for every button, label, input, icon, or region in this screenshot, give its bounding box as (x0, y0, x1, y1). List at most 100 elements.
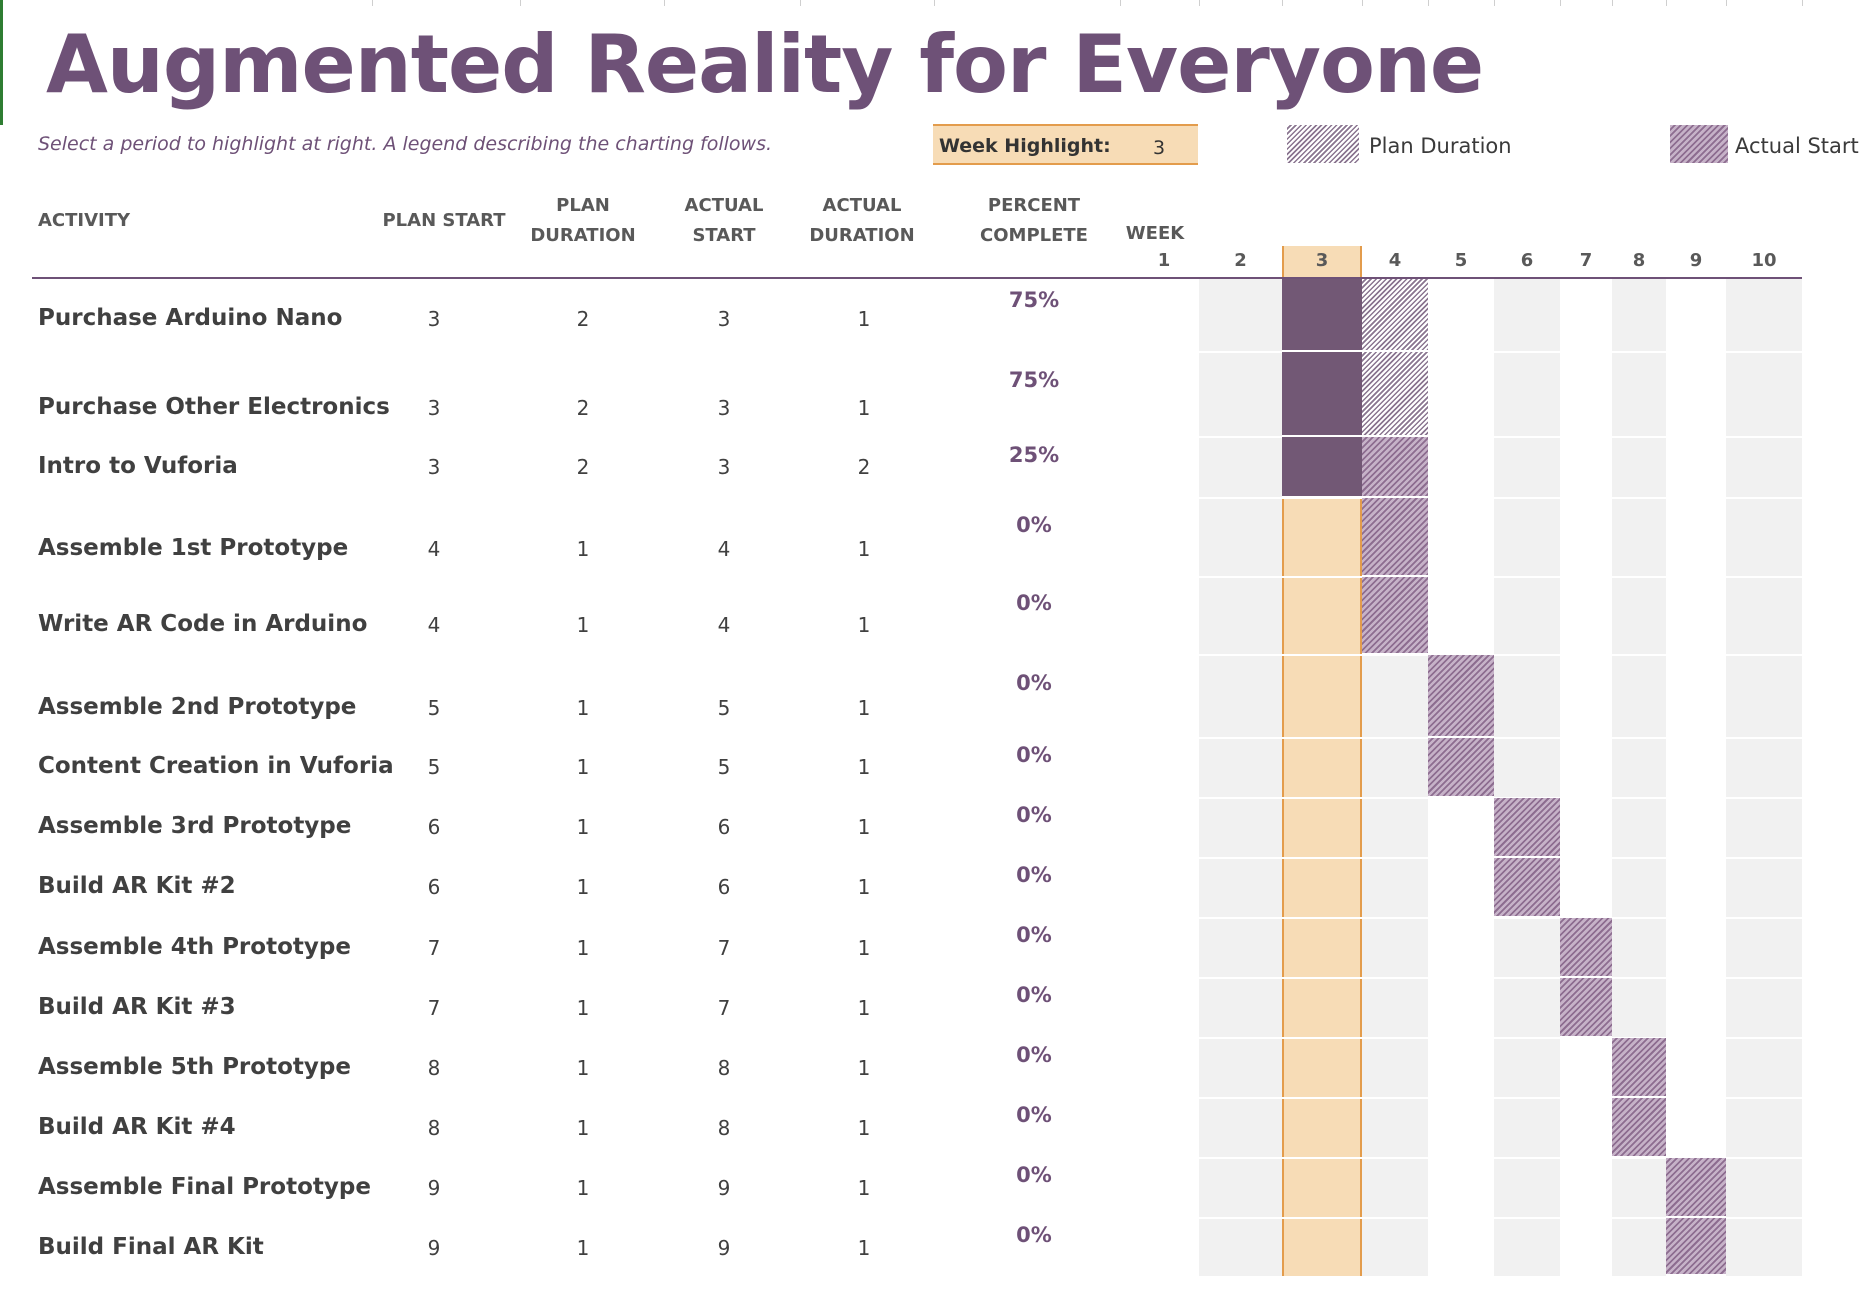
plan-duration-cell: 2 (576, 307, 590, 331)
header-actual-start-line2: START (692, 225, 756, 246)
header-percent-line1: PERCENT (987, 195, 1081, 216)
percent-complete-cell: 0% (1016, 923, 1052, 947)
selection-edge (0, 0, 3, 125)
week-column-7 (1560, 279, 1612, 1276)
percent-complete-cell: 0% (1016, 983, 1052, 1007)
plan-duration-bar (1362, 279, 1428, 352)
week-highlight-input[interactable]: 3 (1153, 137, 1166, 159)
actual-start-cell: 8 (717, 1116, 731, 1140)
task-name: Assemble 5th Prototype (38, 1054, 351, 1080)
actual-duration-bar (1428, 655, 1494, 738)
percent-complete-cell: 0% (1016, 1103, 1052, 1127)
actual-duration-bar (1362, 437, 1428, 498)
actual-duration-bar (1362, 577, 1428, 655)
actual-duration-cell: 1 (857, 396, 871, 420)
week-number-8: 8 (1632, 250, 1646, 271)
gantt-row-divider (1199, 1217, 1802, 1219)
actual-duration-cell: 1 (857, 307, 871, 331)
percent-complete-cell: 75% (1008, 368, 1060, 392)
plan-duration-cell: 1 (576, 1236, 590, 1260)
plan-start-cell: 9 (427, 1176, 441, 1200)
gantt-row-divider (1199, 1037, 1802, 1039)
header-actual-duration-line1: ACTUAL (822, 195, 902, 216)
task-name: Assemble 1st Prototype (38, 535, 349, 561)
actual-duration-bar (1560, 978, 1612, 1038)
actual-start-cell: 4 (717, 537, 731, 561)
header-plan-duration-line2: DURATION (530, 225, 636, 246)
actual-duration-cell: 1 (857, 936, 871, 960)
gantt-row-divider (1199, 737, 1802, 739)
actual-start-cell: 7 (717, 996, 731, 1020)
week-number-7: 7 (1579, 250, 1593, 271)
page-title: Augmented Reality for Everyone (46, 18, 1484, 111)
percent-complete-cell: 0% (1016, 743, 1052, 767)
task-name: Purchase Arduino Nano (38, 305, 343, 331)
week-column-10 (1726, 279, 1802, 1276)
actual-duration-bar (1494, 858, 1560, 918)
plan-start-cell: 6 (427, 875, 441, 899)
week-number-4: 4 (1388, 250, 1402, 271)
header-plan-duration: PLAN DURATION (518, 191, 648, 251)
header-actual-start-line1: ACTUAL (684, 195, 764, 216)
week-highlight-field[interactable]: Week Highlight: 3 (933, 124, 1198, 165)
week-number-10: 10 (1751, 250, 1777, 271)
actual-start-cell: 8 (717, 1056, 731, 1080)
plan-duration-bar (1362, 352, 1428, 437)
actual-duration-cell: 2 (857, 455, 871, 479)
plan-duration-cell: 1 (576, 613, 590, 637)
task-name: Content Creation in Vuforia (38, 753, 394, 779)
actual-duration-bar (1612, 1038, 1666, 1098)
gantt-row-divider (1199, 576, 1802, 578)
header-activity: ACTIVITY (38, 210, 131, 231)
week-column-9 (1666, 279, 1726, 1276)
plan-start-cell: 5 (427, 696, 441, 720)
header-plan-start: PLAN START (382, 210, 506, 231)
completed-progress-bar (1282, 437, 1362, 498)
plan-duration-swatch (1287, 125, 1359, 163)
actual-duration-cell: 1 (857, 537, 871, 561)
plan-start-cell: 3 (427, 307, 441, 331)
plan-duration-legend-label: Plan Duration (1369, 134, 1512, 158)
actual-duration-bar (1362, 498, 1428, 577)
actual-duration-cell: 1 (857, 755, 871, 779)
header-divider (32, 277, 1802, 279)
plan-start-cell: 3 (427, 455, 441, 479)
plan-duration-cell: 2 (576, 396, 590, 420)
week-highlight-label: Week Highlight: (939, 135, 1111, 157)
percent-complete-cell: 0% (1016, 803, 1052, 827)
task-name: Assemble 2nd Prototype (38, 694, 357, 720)
actual-start-legend-label: Actual Start (1735, 134, 1859, 158)
actual-duration-cell: 1 (857, 1236, 871, 1260)
task-name: Assemble Final Prototype (38, 1174, 371, 1200)
plan-start-cell: 4 (427, 537, 441, 561)
week-number-5: 5 (1454, 250, 1468, 271)
subtitle: Select a period to highlight at right. A… (38, 133, 773, 155)
actual-duration-cell: 1 (857, 613, 871, 637)
actual-duration-cell: 1 (857, 1176, 871, 1200)
actual-start-cell: 3 (717, 455, 731, 479)
actual-start-swatch (1670, 125, 1728, 163)
completed-progress-bar (1282, 279, 1362, 352)
actual-start-cell: 5 (717, 696, 731, 720)
plan-start-cell: 5 (427, 755, 441, 779)
plan-duration-cell: 1 (576, 1116, 590, 1140)
plan-duration-cell: 1 (576, 537, 590, 561)
actual-duration-cell: 1 (857, 875, 871, 899)
task-name: Build AR Kit #3 (38, 994, 236, 1020)
percent-complete-cell: 0% (1016, 513, 1052, 537)
plan-duration-cell: 1 (576, 1056, 590, 1080)
percent-complete-cell: 25% (1008, 443, 1060, 467)
actual-start-cell: 3 (717, 307, 731, 331)
plan-start-cell: 3 (427, 396, 441, 420)
sheet-column-edges (0, 0, 1862, 6)
header-actual-start: ACTUAL START (664, 191, 784, 251)
percent-complete-cell: 0% (1016, 1223, 1052, 1247)
week-number-6: 6 (1520, 250, 1534, 271)
percent-complete-cell: 0% (1016, 591, 1052, 615)
gantt-row-divider (1199, 497, 1802, 499)
actual-duration-bar (1666, 1218, 1726, 1276)
plan-start-cell: 8 (427, 1116, 441, 1140)
actual-duration-cell: 1 (857, 1056, 871, 1080)
gantt-row-divider (1199, 1097, 1802, 1099)
plan-start-cell: 7 (427, 936, 441, 960)
